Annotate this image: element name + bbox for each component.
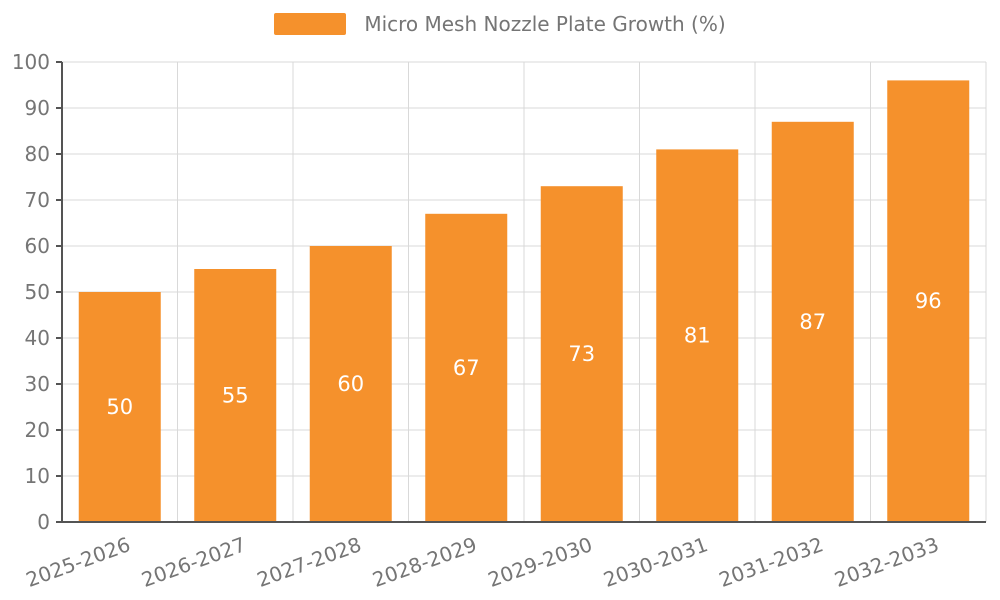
legend-label: Micro Mesh Nozzle Plate Growth (%) <box>364 12 726 36</box>
bar <box>309 246 392 522</box>
bar-value-label: 81 <box>684 324 711 348</box>
x-tick-label: 2030-2031 <box>600 532 711 592</box>
bar <box>194 269 277 522</box>
y-tick-label: 90 <box>25 96 50 120</box>
x-tick-label: 2025-2026 <box>23 532 134 592</box>
x-tick-label: 2027-2028 <box>254 532 365 592</box>
y-tick-label: 0 <box>37 510 50 534</box>
bar <box>656 149 739 522</box>
y-tick-label: 30 <box>25 372 50 396</box>
bar-value-label: 50 <box>106 395 133 419</box>
bar-value-label: 55 <box>222 384 249 408</box>
bar-value-label: 73 <box>568 342 595 366</box>
chart-legend: Micro Mesh Nozzle Plate Growth (%) <box>0 12 1000 36</box>
x-tick-label: 2032-2033 <box>831 532 942 592</box>
bar-value-label: 87 <box>799 310 826 334</box>
y-tick-label: 100 <box>12 50 50 74</box>
x-tick-label: 2031-2032 <box>716 532 827 592</box>
bar-value-label: 67 <box>453 356 480 380</box>
y-tick-label: 60 <box>25 234 50 258</box>
bar <box>887 80 970 523</box>
bar-value-label: 96 <box>915 289 942 313</box>
x-tick-label: 2029-2030 <box>485 532 596 592</box>
bar <box>540 186 623 522</box>
bar <box>425 213 508 523</box>
y-tick-label: 20 <box>25 418 50 442</box>
bar <box>78 292 161 522</box>
x-tick-label: 2028-2029 <box>369 532 480 592</box>
y-tick-label: 50 <box>25 280 50 304</box>
legend-swatch <box>274 13 347 35</box>
bar <box>771 121 854 523</box>
y-tick-label: 70 <box>25 188 50 212</box>
y-tick-label: 80 <box>25 142 50 166</box>
y-tick-label: 10 <box>25 464 50 488</box>
bar-value-label: 60 <box>337 372 364 396</box>
y-tick-label: 40 <box>25 326 50 350</box>
x-tick-label: 2026-2027 <box>138 532 249 592</box>
